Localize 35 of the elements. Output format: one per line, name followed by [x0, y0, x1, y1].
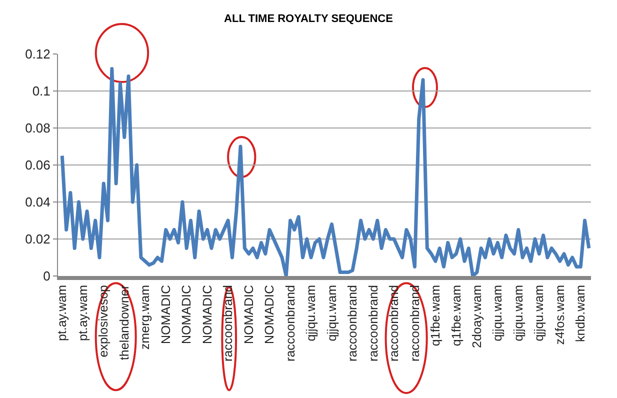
x-tick-label: NOMADIC	[200, 285, 214, 344]
x-tick-label: qjjqu.wam	[324, 285, 339, 342]
y-tick-label: 0.04	[25, 194, 50, 210]
x-tick-label: explosivesop	[96, 284, 111, 358]
x-tick-label: raccoonbrand	[408, 284, 422, 362]
x-tick-label: raccoonbrand	[387, 284, 402, 362]
x-tick-label: kndb.wam	[574, 285, 588, 342]
x-tick-label: thelandowner	[117, 285, 132, 360]
x-tick-label: qjjqu.wam	[304, 285, 318, 342]
x-tick-label: 2doay.wam	[470, 285, 484, 348]
y-tick-label: 0.08	[25, 120, 50, 136]
x-tick-label: qjjqu.wam	[490, 285, 505, 342]
y-tick-label: 0.06	[25, 158, 50, 173]
x-tick-label: NOMADIC	[262, 285, 277, 344]
x-tick-label: NOMADIC	[180, 285, 194, 344]
y-tick-label: 0.12	[25, 46, 50, 62]
x-tick-label: raccoonbrand	[283, 284, 298, 362]
x-tick-label: raccoonbrand	[366, 284, 380, 362]
y-tick-label: 0.1	[32, 84, 50, 99]
x-tick-label: pt.ay.wam	[55, 285, 70, 342]
x-tick-label: q1fbe.wam	[449, 285, 464, 346]
x-tick-label: q1fbe.wam	[428, 285, 443, 346]
x-tick-label: NOMADIC	[242, 285, 256, 344]
x-tick-label: NOMADIC	[158, 285, 173, 344]
x-tick-label: qjjqu.wam	[532, 285, 546, 342]
y-tick-label: 0.02	[25, 232, 50, 247]
x-tick-label: pt.ay.wam	[76, 285, 90, 342]
x-tick-label: raccoonbrand	[346, 284, 360, 362]
chart-title: ALL TIME ROYALTY SEQUENCE	[224, 12, 393, 25]
x-tick-label: raccoonbrand	[221, 284, 236, 362]
x-tick-label: z4fos.wam	[552, 285, 567, 345]
x-tick-label: zmerg.wam	[138, 285, 152, 350]
line-series	[60, 67, 591, 276]
x-tick-label: qjjqu.wam	[511, 285, 526, 342]
y-tick-label: 0	[43, 268, 50, 284]
